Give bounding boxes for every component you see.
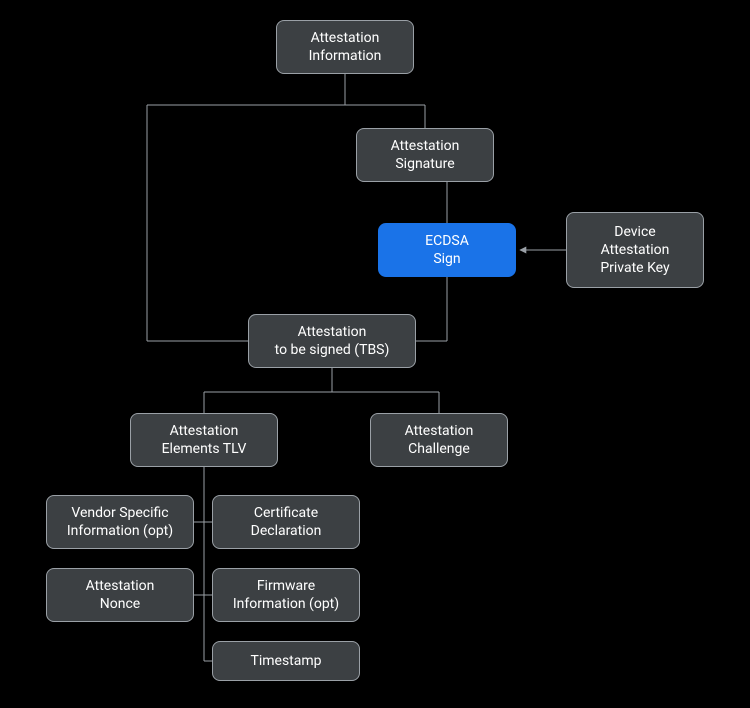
node-attestation-signature: Attestation Signature [356,128,494,182]
node-attestation-tbs: Attestation to be signed (TBS) [248,314,416,368]
node-timestamp: Timestamp [212,641,360,681]
node-ecdsa-sign: ECDSA Sign [378,223,516,277]
node-certificate-declaration: Certificate Declaration [212,495,360,549]
node-firmware-information: Firmware Information (opt) [212,568,360,622]
node-attestation-elements-tlv: Attestation Elements TLV [130,413,278,467]
node-attestation-challenge: Attestation Challenge [370,413,508,467]
diagram-canvas: Attestation Information Attestation Sign… [0,0,750,708]
node-device-attestation-private-key: Device Attestation Private Key [566,212,704,288]
node-vendor-specific-information: Vendor Specific Information (opt) [46,495,194,549]
node-attestation-nonce: Attestation Nonce [46,568,194,622]
node-attestation-information: Attestation Information [276,20,414,74]
